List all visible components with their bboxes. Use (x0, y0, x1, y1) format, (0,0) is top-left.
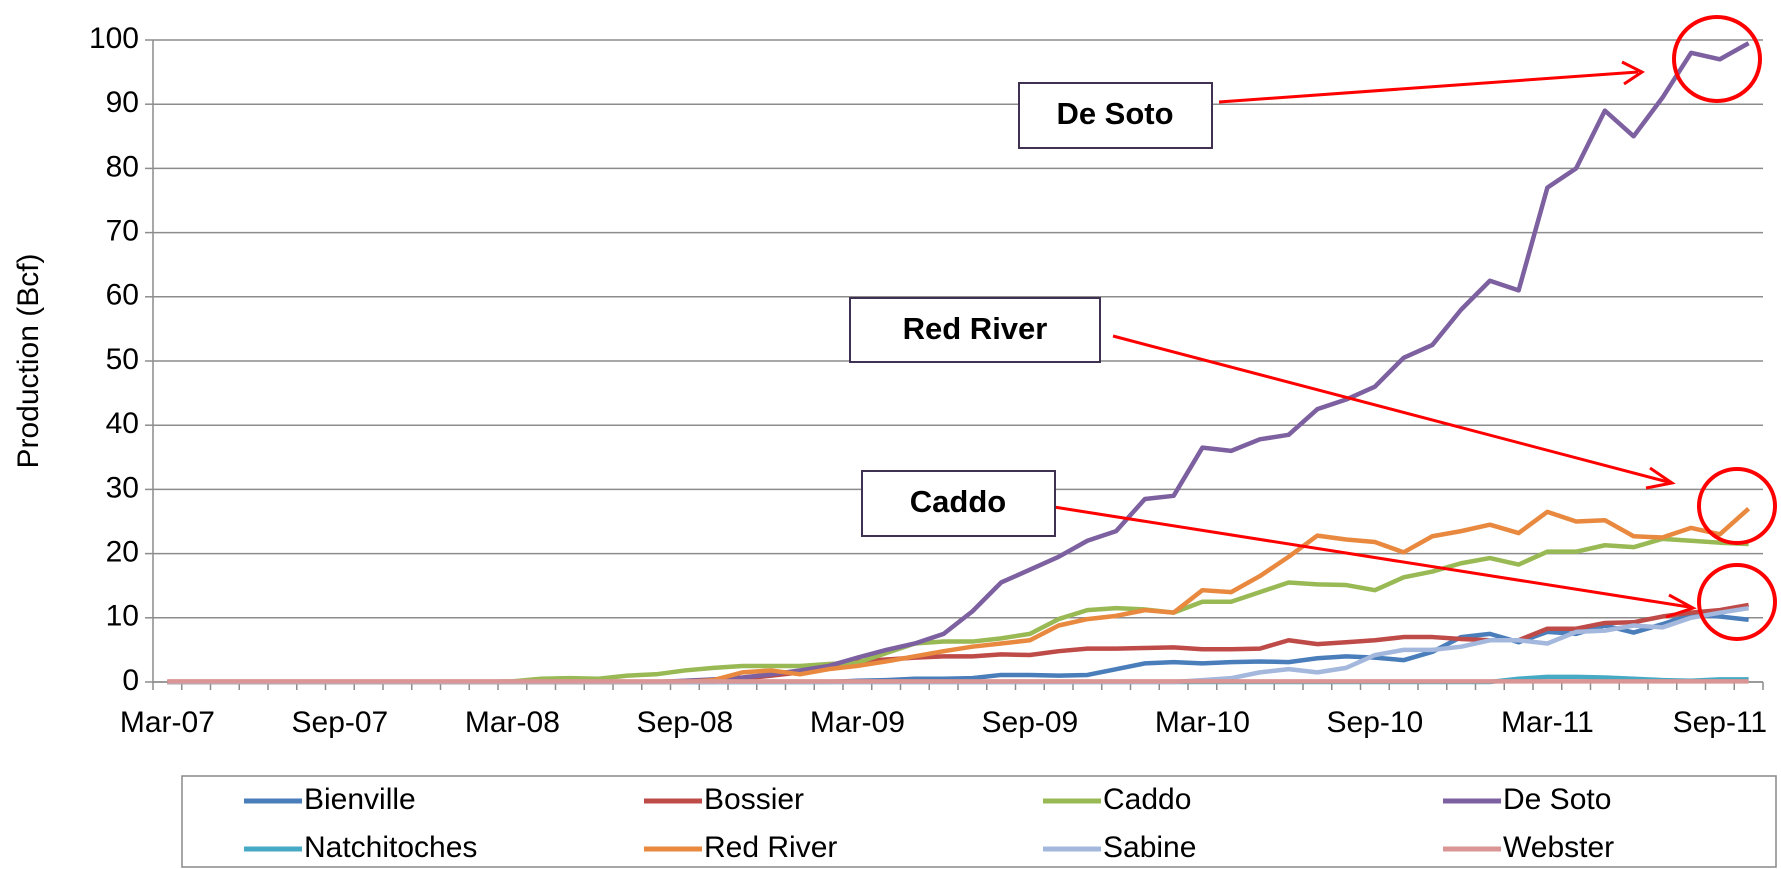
legend-label: De Soto (1503, 783, 1611, 816)
x-tick-label: Sep-11 (1673, 706, 1768, 739)
y-tick-label: 70 (106, 215, 139, 248)
y-tick-label: 80 (106, 150, 139, 183)
arrow-head (1665, 593, 1697, 619)
x-tick-label: Sep-10 (1327, 706, 1424, 739)
arrow (1218, 70, 1639, 104)
legend-label: Red River (704, 831, 837, 864)
series-line (167, 605, 1749, 685)
arrow (1053, 505, 1690, 609)
x-tick-label: Mar-10 (1155, 706, 1250, 739)
legend-label: Webster (1503, 831, 1614, 864)
axes: 0 10 20 30 40 50 60 70 80 90 100 Mar-07 Sep-07 Mar-08… (89, 22, 1767, 739)
lines (167, 41, 1751, 685)
x-tick-label: Mar-08 (465, 706, 560, 739)
annotation-box (1018, 82, 1213, 149)
y-tick-label: 60 (106, 279, 139, 312)
y-tick-label: 90 (106, 86, 139, 119)
x-tick-label: Sep-07 (292, 706, 389, 739)
y-tick-label: 30 (106, 471, 139, 504)
y-tick-label: 10 (106, 600, 139, 633)
annotation-box (849, 297, 1101, 363)
legend-items: Bienville Bossier Caddo De Soto Natchitoches… (244, 783, 1614, 864)
y-tick-label: 40 (106, 407, 139, 440)
annotation: Red River (903, 311, 1048, 346)
highlight-circle (1672, 15, 1762, 103)
legend-label: Caddo (1103, 783, 1191, 816)
y-tick-label: 20 (106, 536, 139, 569)
y-tick-label: 50 (106, 343, 139, 376)
series-line (167, 536, 1749, 685)
x-tick-label: Mar-09 (810, 706, 905, 739)
legend-label: Bienville (304, 783, 416, 816)
x-tick-label: Sep-09 (982, 706, 1079, 739)
highlight-circle (1697, 563, 1777, 641)
arrow-head (1645, 466, 1676, 490)
arrow (1112, 334, 1669, 484)
arrow-head (1621, 60, 1645, 86)
legend-label: Sabine (1103, 831, 1196, 864)
legend-label: Bossier (704, 783, 804, 816)
y-axis-label: Production (Bcf) (12, 253, 45, 468)
annotation-box (861, 470, 1056, 537)
x-tick-label: Mar-07 (120, 706, 215, 739)
x-tick-label: Mar-11 (1501, 706, 1594, 739)
legend-label: Natchitoches (304, 831, 477, 864)
highlight-circle (1697, 467, 1777, 545)
y-tick-label: 0 (122, 664, 139, 697)
y-tick-label: 100 (89, 22, 139, 55)
annotation: Caddo (910, 484, 1006, 519)
annotation: De Soto (1056, 96, 1173, 131)
legend (181, 775, 1777, 868)
annotation-group: De Soto Red River Caddo (849, 15, 1777, 641)
x-tick-label: Sep-08 (637, 706, 734, 739)
